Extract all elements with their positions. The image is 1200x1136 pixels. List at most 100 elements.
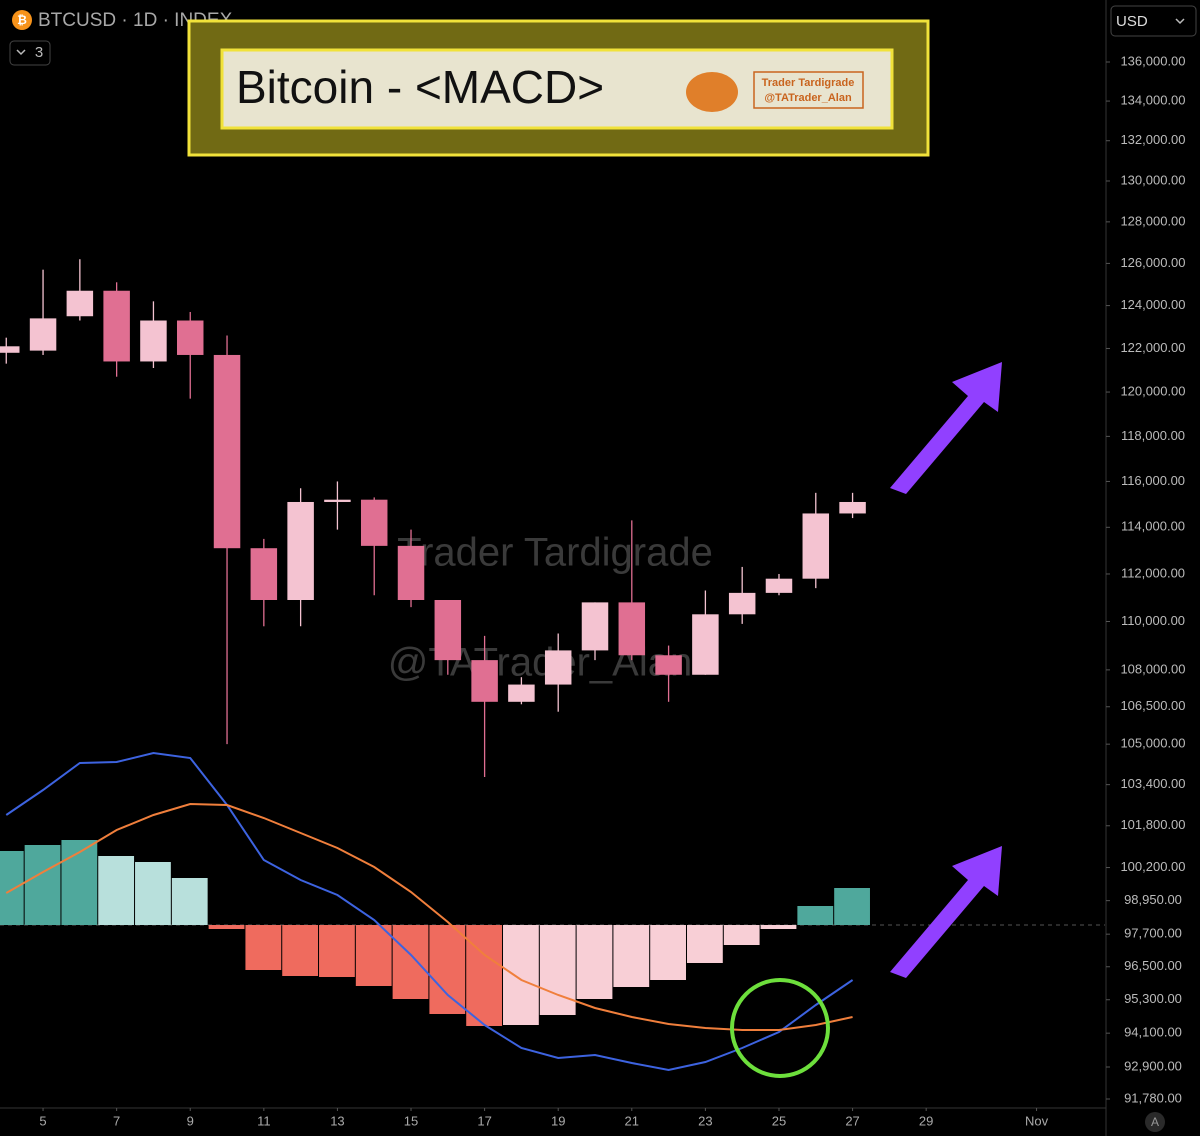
candle-body (471, 660, 498, 702)
candle-body (176, 320, 204, 355)
x-tick-label: 13 (330, 1113, 344, 1128)
histogram-bar (760, 925, 797, 929)
candle-body (802, 513, 830, 579)
y-tick-label: 92,900.00 (1124, 1058, 1182, 1073)
histogram-bar (503, 925, 539, 1025)
histogram-bar (650, 925, 686, 980)
candle-body (250, 548, 278, 601)
title-panel (220, 48, 894, 130)
histogram-bar (355, 925, 392, 986)
histogram-bar (797, 906, 834, 925)
arrow-annotation (890, 846, 1002, 978)
histogram-bar (24, 845, 61, 925)
y-tick-label: 126,000.00 (1120, 255, 1185, 270)
plot: MACDSignal (0, 259, 1105, 1072)
currency: USD (1116, 13, 1148, 30)
histogram-bar (539, 925, 576, 1015)
y-tick-label: 122,000.00 (1120, 340, 1185, 355)
x-tick-label: 17 (477, 1113, 491, 1128)
histogram-bar (429, 925, 466, 1014)
histogram-bar (0, 851, 24, 925)
x-tick-label: 9 (187, 1113, 194, 1128)
brand-logo (686, 72, 738, 112)
y-tick-label: 105,000.00 (1120, 736, 1185, 751)
currency-button[interactable] (1110, 5, 1197, 37)
candle-body (0, 346, 20, 353)
y-tick-label: 96,500.00 (1124, 958, 1182, 973)
candle-body (324, 499, 351, 502)
y-tick-label: 110,000.00 (1121, 613, 1185, 628)
y-tick-label: 112,000.00 (1121, 565, 1185, 580)
crossover-highlight (730, 978, 830, 1078)
chevron-icon (1175, 18, 1185, 25)
candle-body (765, 578, 793, 593)
indicator-line (5, 751, 854, 1072)
y-tick-label: 108,000.00 (1120, 661, 1185, 676)
y-tick-label: 128,000.00 (1120, 213, 1185, 228)
candle-body (66, 290, 94, 317)
x-tick-label: 25 (772, 1113, 786, 1128)
histogram-bar (392, 925, 429, 999)
y-tick-label: 106,500.00 (1120, 698, 1185, 713)
y-tick-label: 91,780.00 (1124, 1090, 1182, 1105)
x-tick-label: 5 (39, 1113, 46, 1128)
chevron-icon (16, 49, 26, 56)
histogram-bar (98, 856, 135, 925)
y-tick-label: 101,800.00 (1120, 817, 1185, 832)
coin-icon (12, 10, 32, 30)
candle-body (397, 545, 425, 601)
histogram-bar (245, 925, 282, 970)
watermark-text: Trader Tardigrade (397, 531, 713, 575)
candle-body (728, 592, 756, 615)
histogram-bar (208, 925, 245, 929)
interval-count: 3 (35, 44, 43, 61)
brand-box (753, 71, 864, 109)
y-tick-label: 116,000.00 (1121, 473, 1185, 488)
y-tick-label: 130,000.00 (1120, 172, 1185, 187)
indicator-line (5, 802, 853, 1031)
histogram-bar (723, 925, 760, 945)
candle-body (29, 318, 57, 351)
x-tick-label: 11 (257, 1113, 271, 1128)
y-tick-label: 118,000.00 (1121, 428, 1185, 443)
brand-name: Trader Tardigrade (762, 77, 855, 89)
y-tick-label: 97,700.00 (1124, 926, 1182, 941)
y-tick-label: 98,950.00 (1124, 892, 1182, 907)
axes: 136,000.00 134,000.00 132,000.00 130,000.00… (39, 53, 1185, 1128)
candle-body (103, 290, 130, 362)
candle-body (287, 501, 314, 601)
auto-scale-button[interactable] (1145, 1112, 1165, 1132)
y-tick-label: 120,000.00 (1120, 383, 1185, 398)
histogram-bar (834, 888, 870, 925)
chart-title: Bitcoin - <MACD> (236, 61, 604, 113)
candle-body (655, 655, 682, 675)
candle-body (544, 650, 572, 685)
interval-button[interactable] (9, 40, 51, 66)
candle-body (508, 684, 535, 702)
candle-body (839, 501, 866, 514)
y-tick-label: 124,000.00 (1120, 297, 1185, 312)
auto-scale-label: A (1151, 1115, 1159, 1129)
x-tick-label: 23 (698, 1113, 712, 1128)
histogram-bar (171, 878, 208, 925)
x-tick-label: 19 (551, 1113, 565, 1128)
y-tick-label: 103,400.00 (1120, 776, 1185, 791)
x-tick-label: 15 (404, 1113, 418, 1128)
candle-body (618, 602, 646, 656)
candle-body (140, 320, 167, 362)
histogram-bar (613, 925, 650, 987)
candle-body (434, 600, 462, 661)
candle-body (213, 354, 241, 549)
arrow-annotation (890, 362, 1002, 494)
x-tick-label: 27 (845, 1113, 859, 1128)
watermark-text: @TATrader_Alan (388, 641, 692, 685)
y-tick-label: 114,000.00 (1121, 519, 1185, 534)
candle-body (581, 602, 609, 651)
candle-body (360, 499, 388, 546)
x-tick-label: 29 (919, 1113, 933, 1128)
y-tick-label: 95,300.00 (1124, 991, 1182, 1006)
y-tick-label: 94,100.00 (1124, 1025, 1182, 1040)
histogram-bar (61, 840, 98, 925)
